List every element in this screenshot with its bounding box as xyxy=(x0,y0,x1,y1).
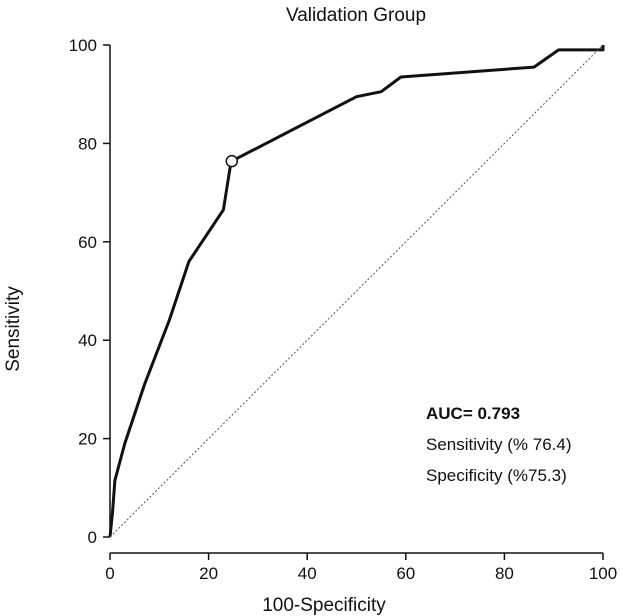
x-axis-label: 100-Specificity xyxy=(262,595,386,616)
annotation-box: AUC= 0.793 Sensitivity (% 76.4) Specific… xyxy=(426,404,572,485)
x-tick-label: 20 xyxy=(199,564,218,583)
specificity-annotation: Specificity (%75.3) xyxy=(426,466,567,485)
y-tick-label: 0 xyxy=(88,528,97,547)
sensitivity-annotation: Sensitivity (% 76.4) xyxy=(426,435,572,454)
y-tick-label: 60 xyxy=(78,233,97,252)
axes xyxy=(109,45,603,554)
y-tick-label: 80 xyxy=(78,134,97,153)
x-tick-label: 60 xyxy=(396,564,415,583)
x-ticks: 0 20 40 60 80 100 xyxy=(105,553,617,583)
y-tick-label: 40 xyxy=(78,331,97,350)
reference-diagonal-line xyxy=(109,44,604,538)
x-tick-label: 0 xyxy=(105,564,114,583)
series-layer xyxy=(108,44,605,538)
x-tick-label: 80 xyxy=(495,564,514,583)
y-tick-label: 100 xyxy=(69,36,97,55)
y-tick-label: 20 xyxy=(78,430,97,449)
auc-annotation: AUC= 0.793 xyxy=(426,404,520,423)
y-ticks: 0 20 40 60 80 100 xyxy=(69,36,110,547)
chart-title: Validation Group xyxy=(286,5,426,26)
cutoff-point-marker xyxy=(225,154,239,168)
y-axis-label: Sensitivity xyxy=(3,286,24,372)
x-tick-label: 40 xyxy=(298,564,317,583)
x-tick-label: 100 xyxy=(589,564,617,583)
